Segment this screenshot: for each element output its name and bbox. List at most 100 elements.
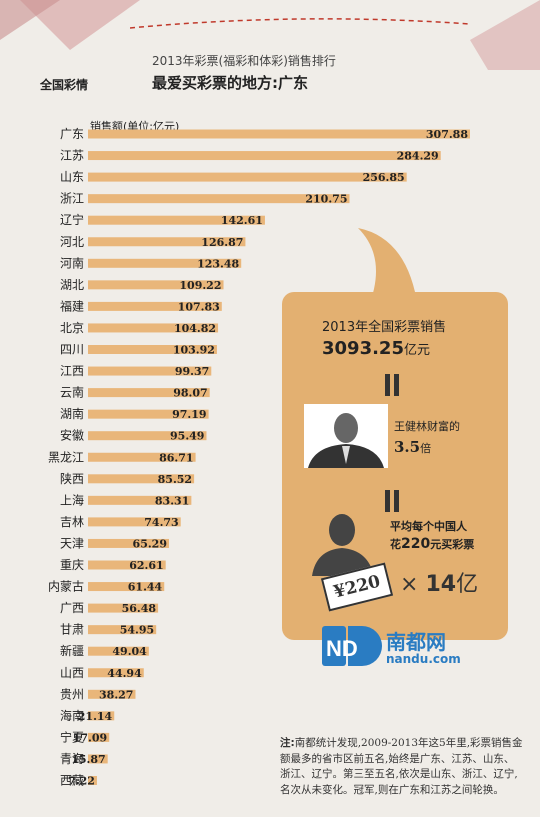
callout-headline: 2013年全国彩票销售 [322,320,447,335]
chart-subtitle: 2013年彩票(福彩和体彩)销售排行 [152,54,336,68]
avg-pre: 花 [390,538,401,551]
category-label: 云南 [60,385,84,400]
bar [88,431,207,441]
category-label: 四川 [60,343,84,357]
value-label: 142.61 [221,214,263,227]
value-label: 61.44 [128,581,163,594]
value-label: 98.07 [173,387,207,400]
wang-jianlin-portrait [304,404,388,468]
value-label: 210.75 [305,193,347,206]
bar [88,258,242,268]
logo-text-en: nandu.com [386,652,461,666]
category-label: 广东 [60,127,84,141]
equals-mark-2 [384,490,400,512]
wealth-unit: 倍 [420,442,432,455]
category-label: 海南 [60,708,84,723]
bar [88,625,157,635]
bar [88,732,110,742]
equals-mark-1 [384,374,400,396]
category-label: 重庆 [60,558,84,572]
category-label: 福建 [60,298,84,313]
bar [88,388,210,398]
footnote-text: 南都统计发现,2009-2013年这5年里,彩票销售金额最多的省市区前五名,始终… [280,737,523,796]
value-label: 256.85 [363,171,405,184]
bar [88,754,108,764]
section-badge: 全国彩情 [40,78,89,92]
category-label: 黑龙江 [48,450,84,464]
category-label: 河北 [60,235,84,249]
bar [88,172,407,182]
category-label: 北京 [60,321,84,335]
value-label: 38.27 [99,688,133,701]
bar [88,495,192,505]
bar [88,711,115,721]
chart-title: 最爱买彩票的地方:广东 [152,74,308,92]
times-unit: 亿 [456,572,479,597]
category-label: 贵州 [60,687,84,701]
category-label: 甘肃 [60,623,84,637]
footnote-label: 注: [280,737,295,749]
category-label: 河南 [60,255,84,270]
bar [88,603,159,613]
logo-mark: ND [326,636,358,661]
bar [88,560,166,570]
category-label: 广西 [60,601,84,615]
nandu-logo: ND [322,626,382,666]
multiplier: × 14亿 [400,566,478,598]
paper-plane-decoration [0,0,540,70]
bar [88,237,246,247]
bar [88,280,224,290]
value-label: 21.14 [78,710,113,723]
value-label: 15.87 [71,753,105,766]
bar [88,452,196,462]
value-label: 7.22 [68,775,95,788]
bar [88,345,217,354]
category-label: 浙江 [60,192,84,206]
bar [88,776,97,785]
wealth-compare-label: 王健林财富的 [394,420,460,433]
category-label: 吉林 [60,515,84,529]
value-label: 104.82 [174,322,216,335]
logo-text-cn: 南都网 [386,630,446,654]
value-label: 107.83 [178,300,220,313]
category-label: 山东 [60,170,84,184]
value-label: 126.87 [201,236,243,249]
avg-post: 元买彩票 [430,538,475,551]
category-label: 上海 [60,492,84,507]
bar [88,366,212,376]
bar [88,538,170,548]
bar [88,689,136,699]
bar [88,301,222,311]
value-label: 307.88 [426,128,468,141]
times-symbol: × [400,572,419,597]
category-label: 湖北 [60,277,84,292]
category-label: 江苏 [60,149,84,163]
bar [88,646,149,656]
bar [88,474,195,484]
value-label: 85.52 [158,473,192,486]
value-label: 56.48 [122,602,157,615]
avg-spend-label: 平均每个中国人 [390,520,467,533]
value-label: 74.73 [144,516,178,529]
category-label: 青海 [60,751,84,766]
category-label: 内蒙古 [48,579,84,594]
wealth-value: 3.5 [394,438,421,456]
bar [88,129,470,139]
category-label: 天津 [60,536,84,550]
value-label: 109.22 [179,279,221,292]
value-label: 17.09 [73,731,107,744]
value-label: 103.92 [173,344,215,357]
category-label: 山西 [60,666,84,680]
value-label: 65.29 [133,537,167,550]
bar [88,194,350,204]
category-label: 西藏 [60,774,84,788]
value-label: 95.49 [170,430,204,443]
wealth-compare-value: 3.5倍 [394,438,431,456]
category-label: 辽宁 [60,212,84,227]
value-label: 284.29 [397,150,439,163]
category-label: 安徽 [60,428,84,443]
callout-total: 3093.25亿元 [322,338,430,359]
callout-tail [358,228,418,308]
value-label: 44.94 [107,667,142,680]
